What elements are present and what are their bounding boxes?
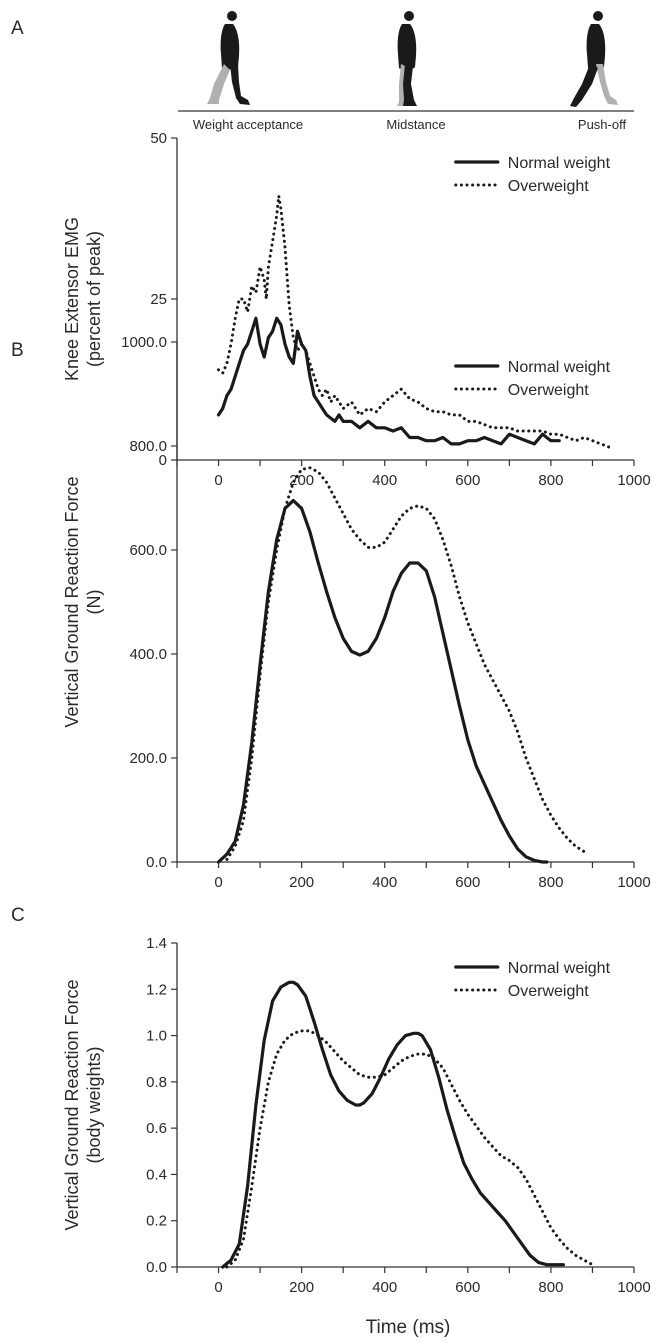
x-tick-label: 1000 [617, 472, 650, 489]
y-tick-label: 1.0 [146, 1028, 167, 1045]
y-axis-title-line: Vertical Ground Reaction Force [62, 476, 82, 727]
legend-label: Normal weight [508, 960, 611, 977]
series-line-overweight [225, 1029, 594, 1269]
x-axis-title: Time (ms) [366, 1317, 451, 1338]
y-tick-label: 0.6 [146, 1120, 167, 1137]
x-tick-label: 400 [372, 472, 397, 489]
x-tick-label: 1000 [617, 874, 650, 891]
walker-weight-acceptance-icon [207, 11, 250, 105]
y-axis-title-line: (percent of peak) [84, 231, 104, 367]
chart-panel-c: 0.0 0.2 0.4 0.6 0.8 1.0 1.2 1.4 0 200 400 600 800 100… [62, 935, 651, 1296]
legend-label: Normal weight [508, 155, 611, 172]
series-line-normal-weight [216, 499, 549, 864]
x-tick-label: 600 [455, 874, 480, 891]
panel-letter-b: B [11, 340, 24, 361]
x-tick-label: 800 [538, 472, 563, 489]
x-tick-label: 0 [214, 1279, 222, 1296]
y-tick-label: 1.2 [146, 981, 167, 998]
chart-panel-a: 0 25 50 0 200 400 600 800 1000 Knee Extensor EMG(… [62, 130, 651, 489]
x-tick-label: 1000 [617, 1279, 650, 1296]
y-tick-label: 0.4 [146, 1166, 167, 1183]
legend-label: Overweight [508, 178, 589, 195]
x-tick-label: 200 [289, 472, 314, 489]
x-tick-label: 800 [538, 1279, 563, 1296]
x-tick-label: 200 [289, 874, 314, 891]
y-tick-label: 200.0 [129, 750, 167, 767]
x-tick-label: 600 [455, 472, 480, 489]
x-tick-label: 600 [455, 1279, 480, 1296]
phase-label-push-off: Push-off [578, 117, 627, 132]
y-axis-title-line: Knee Extensor EMG [62, 217, 82, 381]
x-tick-label: 800 [538, 874, 563, 891]
chart-panel-b: 0.0 200.0 400.0 600.0 800.0 1000.0 0 200 400 600 8… [62, 334, 651, 891]
series-line-normal-weight [216, 316, 561, 446]
legend-label: Normal weight [508, 359, 611, 376]
y-tick-label: 800.0 [129, 438, 167, 455]
series-line-overweight [217, 194, 611, 449]
y-tick-label: 50 [150, 130, 167, 147]
y-axis-title-line: (N) [84, 590, 104, 615]
phase-label-weight-acceptance: Weight acceptance [193, 117, 303, 132]
y-tick-label: 0.8 [146, 1074, 167, 1091]
walker-midstance-icon [397, 11, 417, 106]
panel-letter-c: C [11, 905, 25, 926]
legend-label: Overweight [508, 382, 589, 399]
y-axis-title-line: Vertical Ground Reaction Force [62, 979, 82, 1230]
gait-phase-strip: Weight acceptance Midstance Push-off [178, 11, 634, 132]
panel-letter-a: A [11, 18, 24, 39]
y-tick-label: 0.2 [146, 1213, 167, 1230]
phase-label-midstance: Midstance [386, 117, 445, 132]
y-tick-label: 1.4 [146, 935, 167, 952]
y-tick-label: 400.0 [129, 646, 167, 663]
y-tick-label: 1000.0 [121, 334, 167, 351]
x-tick-label: 0 [214, 874, 222, 891]
y-tick-label: 0.0 [146, 1259, 167, 1276]
y-tick-label: 0 [159, 452, 167, 469]
x-tick-label: 0 [214, 472, 222, 489]
y-axis-title-line: (body weights) [84, 1046, 104, 1163]
x-tick-label: 400 [372, 1279, 397, 1296]
y-tick-label: 600.0 [129, 542, 167, 559]
y-tick-label: 0.0 [146, 854, 167, 871]
legend-label: Overweight [508, 983, 589, 1000]
series-line-normal-weight [221, 980, 565, 1269]
x-tick-label: 200 [289, 1279, 314, 1296]
x-tick-label: 400 [372, 874, 397, 891]
y-tick-label: 25 [150, 291, 167, 308]
walker-push-off-icon [570, 11, 618, 107]
series-line-overweight [225, 466, 586, 861]
